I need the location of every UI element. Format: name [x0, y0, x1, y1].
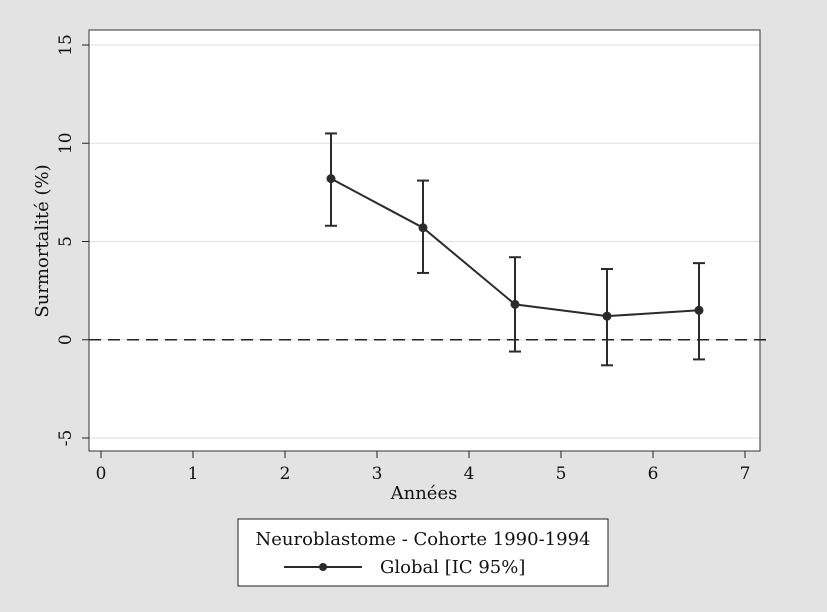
y-tick-label: 0 — [56, 334, 76, 345]
plot-border — [88, 29, 761, 452]
x-tick-label: 0 — [96, 464, 107, 484]
legend-box — [237, 518, 609, 587]
legend-marker-sample — [319, 563, 327, 571]
x-tick-label: 3 — [372, 464, 383, 484]
data-layer — [325, 132, 705, 367]
y-tick-label: 5 — [56, 236, 76, 247]
data-point — [418, 223, 428, 233]
legend-title: Neuroblastome - Cohorte 1990-1994 — [256, 529, 591, 550]
x-tick-label: 1 — [188, 464, 199, 484]
legend: Neuroblastome - Cohorte 1990-1994 Global… — [237, 518, 609, 587]
data-point — [510, 299, 520, 309]
y-tick-label: 15 — [56, 34, 76, 56]
y-axis-title: Surmortalité (%) — [32, 164, 53, 317]
x-tick-label: 2 — [280, 464, 291, 484]
data-point — [326, 174, 336, 184]
x-tick-label: 7 — [740, 464, 751, 484]
plot-area — [88, 29, 768, 452]
y-tick-label: -5 — [56, 430, 76, 447]
legend-series-label: Global [IC 95%] — [380, 557, 525, 578]
x-tick-label: 6 — [648, 464, 659, 484]
y-tick-label: 10 — [56, 132, 76, 154]
x-tick-label: 5 — [556, 464, 567, 484]
plot-background — [89, 30, 760, 451]
x-tick-label: 4 — [464, 464, 475, 484]
data-point — [694, 305, 704, 315]
x-axis-title: Années — [390, 483, 458, 504]
axes: Années Surmortalité (%) -5 0 5 10 15 0 1 2 3 4 5 6 7 — [32, 34, 750, 504]
data-point — [602, 311, 612, 321]
